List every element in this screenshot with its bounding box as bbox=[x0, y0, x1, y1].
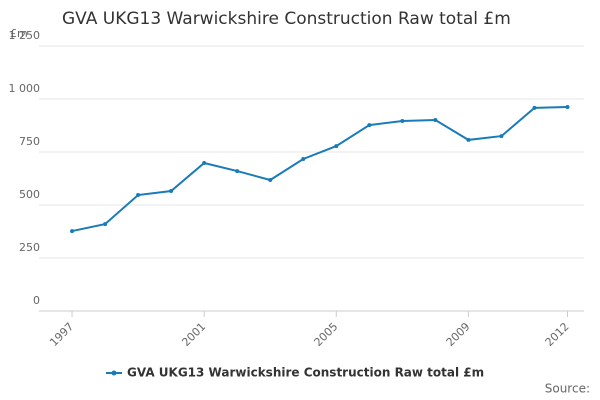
point bbox=[433, 117, 438, 122]
y-tick-label: 0 bbox=[33, 294, 40, 307]
legend-label: GVA UKG13 Warwickshire Construction Raw … bbox=[127, 366, 484, 380]
point bbox=[70, 229, 75, 234]
point bbox=[136, 193, 141, 198]
point bbox=[268, 177, 273, 182]
point bbox=[466, 137, 471, 142]
point bbox=[169, 189, 174, 194]
y-tick-label: 750 bbox=[19, 135, 40, 148]
point bbox=[565, 105, 570, 110]
x-tick-label: 2005 bbox=[312, 320, 341, 349]
y-tick-label: 500 bbox=[19, 188, 40, 201]
point bbox=[367, 123, 372, 128]
y-tick-label: 1 000 bbox=[9, 82, 41, 95]
point bbox=[334, 144, 339, 149]
point bbox=[400, 119, 405, 124]
chart-title: GVA UKG13 Warwickshire Construction Raw … bbox=[62, 9, 511, 29]
x-tick-label: 2012 bbox=[543, 320, 572, 349]
point bbox=[103, 222, 108, 227]
point bbox=[532, 105, 537, 110]
point bbox=[202, 161, 207, 166]
y-tick-label: 250 bbox=[19, 241, 40, 254]
source: Source: bbox=[545, 382, 590, 396]
point bbox=[235, 169, 240, 174]
point bbox=[499, 134, 504, 139]
y-tick-label: 1 250 bbox=[9, 29, 41, 42]
line bbox=[71, 106, 568, 233]
x-tick-label: 2009 bbox=[444, 320, 473, 349]
point bbox=[301, 156, 306, 161]
legend-marker bbox=[111, 370, 117, 376]
x-tick-label: 2001 bbox=[179, 320, 208, 349]
y-axis-label: £m bbox=[10, 27, 28, 40]
x-tick-label: 1997 bbox=[47, 320, 76, 349]
